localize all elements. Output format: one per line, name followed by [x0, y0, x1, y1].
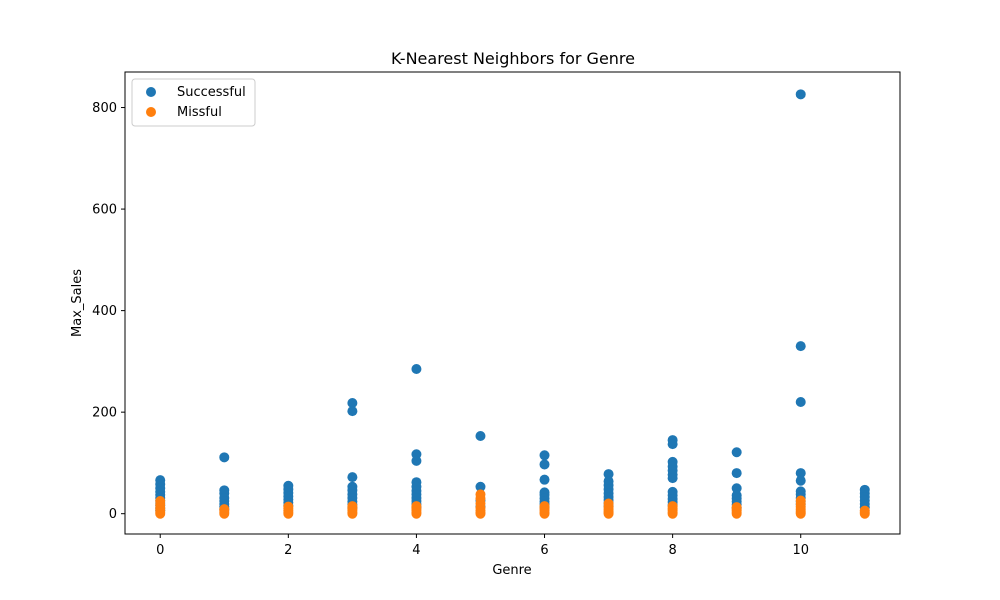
point-successful-51	[539, 450, 550, 461]
point-successful-26	[347, 398, 358, 409]
y-tick-label-800: 800	[92, 101, 117, 116]
point-successful-36	[411, 364, 422, 374]
plot-frame	[124, 71, 901, 535]
point-successful-81	[731, 447, 742, 458]
point-successful-52	[539, 459, 550, 470]
x-axis-ticks: 0 2 4 6 8 10	[156, 534, 809, 558]
point-missful-14	[283, 508, 294, 519]
point-successful-11	[219, 452, 230, 463]
point-successful-28	[347, 472, 358, 483]
x-tick-label-8: 8	[668, 543, 676, 558]
point-successful-93	[795, 475, 806, 486]
point-missful-31	[475, 508, 486, 519]
point-successful-82	[731, 468, 742, 479]
legend: Successful Missful	[131, 78, 256, 127]
point-missful-36	[539, 508, 550, 519]
y-axis-ticks: 0 200 400 600 800	[92, 101, 125, 522]
legend-label-missful: Missful	[177, 105, 222, 120]
y-tick-label-400: 400	[92, 304, 117, 319]
point-missful-62	[859, 508, 870, 519]
point-successful-70	[667, 439, 678, 450]
point-missful-24	[411, 508, 422, 519]
legend-label-successful: Successful	[177, 85, 246, 100]
x-tick-label-6: 6	[540, 543, 548, 558]
point-successful-60	[603, 469, 614, 480]
chart-title: K-Nearest Neighbors for Genre	[391, 49, 635, 68]
point-missful-5	[155, 508, 166, 519]
point-missful-47	[667, 508, 678, 519]
point-missful-19	[347, 508, 358, 519]
legend-marker-successful	[146, 87, 156, 97]
point-missful-59	[795, 508, 806, 519]
legend-marker-missful	[146, 107, 156, 117]
y-axis-label: Max_Sales	[70, 269, 85, 337]
point-missful-42	[603, 508, 614, 519]
data-markers	[155, 89, 870, 519]
x-tick-label-0: 0	[156, 543, 164, 558]
y-tick-label-600: 600	[92, 203, 117, 218]
y-tick-label-200: 200	[92, 406, 117, 421]
point-missful-9	[219, 508, 230, 519]
point-successful-91	[795, 397, 806, 407]
point-successful-83	[731, 483, 742, 494]
point-missful-52	[731, 508, 742, 519]
point-successful-92	[795, 468, 806, 479]
x-axis-label: Genre	[492, 563, 531, 578]
y-tick-label-0: 0	[109, 507, 117, 522]
x-tick-label-2: 2	[284, 543, 292, 558]
point-successful-47	[475, 431, 486, 442]
point-successful-75	[667, 473, 678, 484]
point-successful-27	[347, 406, 358, 417]
point-successful-89	[795, 89, 806, 100]
x-tick-label-10: 10	[792, 543, 809, 558]
point-successful-38	[411, 455, 422, 466]
point-successful-53	[539, 474, 550, 485]
legend-box	[131, 78, 256, 127]
point-successful-48	[475, 481, 486, 492]
x-tick-label-4: 4	[412, 543, 420, 558]
point-successful-90	[795, 341, 806, 352]
